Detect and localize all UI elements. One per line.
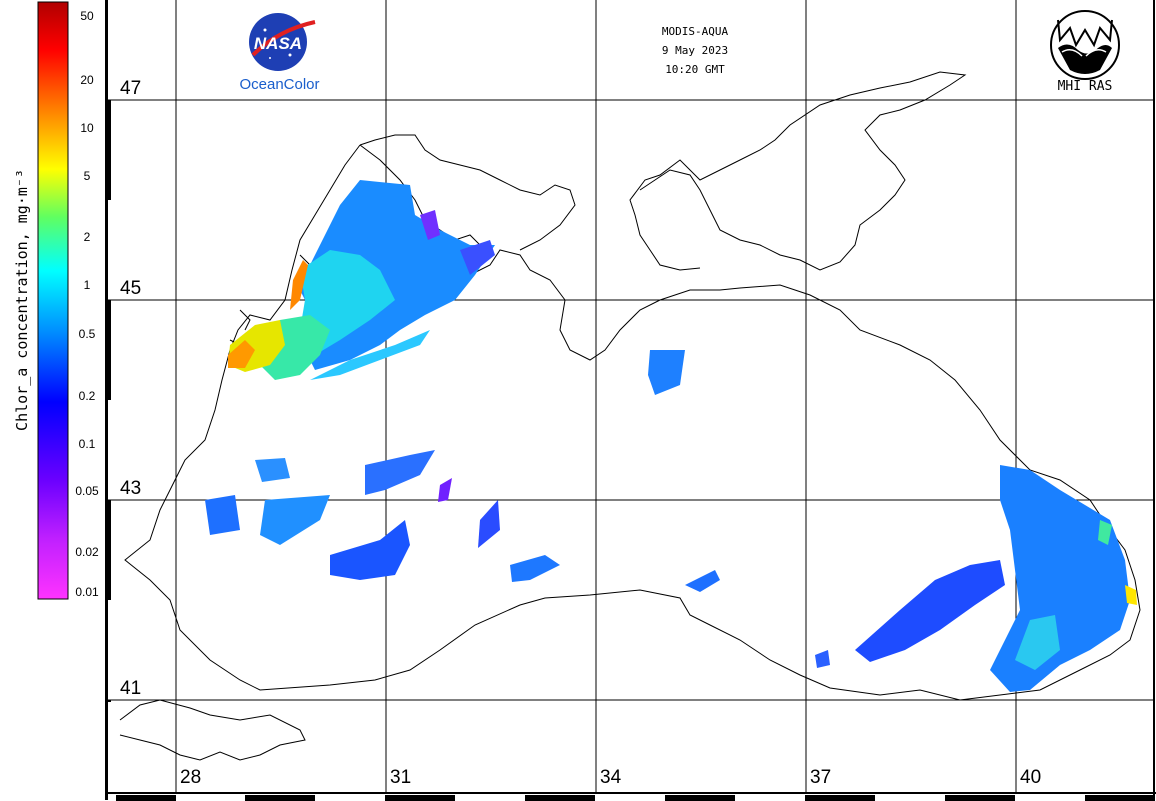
lat-label-41: 41 xyxy=(120,678,142,699)
east-coastal-yellow xyxy=(1125,585,1137,605)
south-central-patch xyxy=(685,570,720,592)
colorbar-tick-label: 20 xyxy=(80,73,94,87)
colorbar-gradient xyxy=(37,1,69,600)
west-patch-6 xyxy=(478,500,500,548)
image-info: MODIS-AQUA 9 May 2023 10:20 GMT xyxy=(620,22,770,79)
east-coastal-green xyxy=(1098,520,1112,545)
graticule xyxy=(108,0,1155,792)
colorbar-tick-label: 0.05 xyxy=(75,484,99,498)
frame-right-edge xyxy=(1153,0,1155,800)
frame-bottom-ticks xyxy=(116,795,1155,801)
nasa-logo: NASA xyxy=(249,13,316,71)
colorbar-tick-label: 0.01 xyxy=(75,585,99,599)
danube-orange-plume xyxy=(228,340,255,368)
date-label: 9 May 2023 xyxy=(661,44,729,57)
east-main-field xyxy=(990,465,1130,692)
colorbar-tick-label: 2 xyxy=(83,230,91,244)
west-patch-2 xyxy=(205,495,240,535)
frame-bottom-line xyxy=(105,792,1156,794)
east-blue-tongue xyxy=(855,560,1005,662)
stripe-cyan xyxy=(310,330,430,380)
lon-label-28: 28 xyxy=(180,767,202,788)
colorbar-tick-label: 50 xyxy=(80,9,94,23)
west-patch-7 xyxy=(510,555,560,582)
colorbar-title: Chlor_a concentration, mg·m⁻³ xyxy=(13,169,31,431)
lat-label-45: 45 xyxy=(120,278,142,299)
lon-label-40: 40 xyxy=(1020,767,1042,788)
lat-label-43: 43 xyxy=(120,478,142,499)
west-patch-5 xyxy=(438,478,452,502)
west-patch-8 xyxy=(260,495,330,545)
coastline xyxy=(119,71,1141,761)
colorbar-tick-label: 1 xyxy=(83,278,91,292)
coastal-orange-strip xyxy=(290,260,308,310)
frame-left-ticks xyxy=(105,100,111,702)
lon-label-31: 31 xyxy=(390,767,412,788)
lat-label-47: 47 xyxy=(120,78,142,99)
oceancolor-label: OceanColor xyxy=(239,76,320,93)
colorbar-tick-label: 0.1 xyxy=(78,437,96,451)
colorbar-tick-label: 0.02 xyxy=(75,545,99,559)
nasa-logo-text: NASA xyxy=(254,34,302,53)
lon-label-37: 37 xyxy=(810,767,832,788)
central-patch xyxy=(648,350,685,395)
colorbar-tick-label: 0.2 xyxy=(78,389,96,403)
colorbar-tick-label: 0.5 xyxy=(78,327,96,341)
mhi-logo xyxy=(1050,10,1120,80)
east-blue-patch-2 xyxy=(815,650,830,668)
east-cyan-field xyxy=(1015,615,1060,670)
nw-violet-patch xyxy=(420,210,440,240)
nw-east-blue-patch xyxy=(460,240,495,275)
lon-label-34: 34 xyxy=(600,767,622,788)
west-patch-1 xyxy=(255,458,290,482)
time-label: 10:20 GMT xyxy=(665,63,725,76)
colorbar-tick-label: 10 xyxy=(80,121,94,135)
colorbar-tick-label: 5 xyxy=(83,169,91,183)
sensor-label: MODIS-AQUA xyxy=(661,25,729,38)
mhi-ras-label: MHI RAS xyxy=(1057,79,1113,94)
chlorophyll-data xyxy=(205,180,1137,692)
west-patch-4 xyxy=(330,520,410,580)
west-patch-3 xyxy=(365,450,435,495)
